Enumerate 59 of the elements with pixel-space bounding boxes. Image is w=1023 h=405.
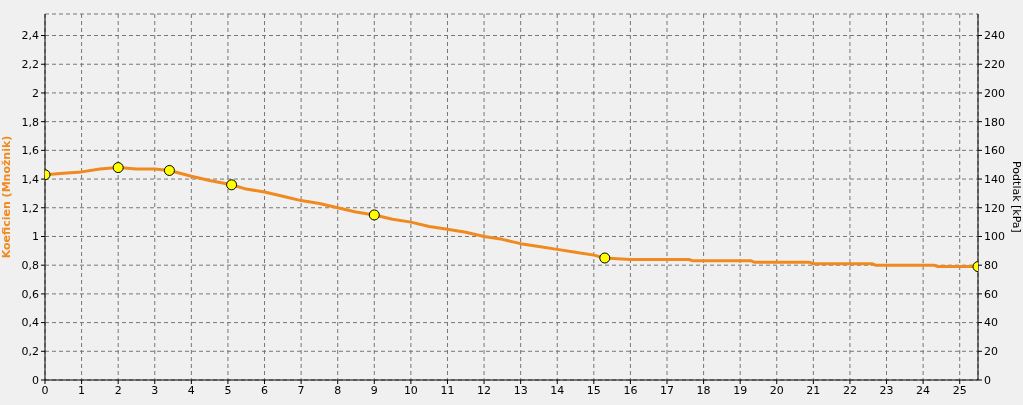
x-tick-label: 22 — [842, 383, 857, 397]
x-tick-label: 15 — [586, 383, 601, 397]
x-tick-label: 10 — [403, 383, 418, 397]
x-tick-label: 7 — [297, 383, 305, 397]
y2-axis-title: Podtlak [kPa] — [1010, 161, 1023, 233]
y2-tick-label: 60 — [984, 287, 998, 301]
x-tick-label: 14 — [550, 383, 565, 397]
y-tick-label: 2,2 — [21, 58, 39, 72]
x-tick-label: 24 — [916, 383, 931, 397]
y-tick-label: 1,4 — [21, 172, 39, 186]
point — [599, 252, 611, 264]
x-tick-label: 4 — [187, 383, 195, 397]
y-tick-label: 2 — [32, 86, 39, 100]
y2-tick-label: 160 — [984, 144, 1005, 158]
y-tick-label: 0,4 — [21, 316, 39, 330]
y-tick-label: 2,4 — [21, 29, 39, 43]
y-axis-title: Koeficien (Množnik) — [0, 135, 13, 259]
x-tick-label: 1 — [78, 383, 86, 397]
y-tick-label: 1,8 — [21, 115, 39, 129]
x-tick-label: 8 — [334, 383, 342, 397]
x-tick-label: 11 — [440, 383, 455, 397]
x-tick-label: 20 — [769, 383, 784, 397]
y-tick-label: 0,8 — [21, 259, 39, 273]
y-tick-label: 0 — [32, 373, 39, 387]
x-tick-label: 5 — [224, 383, 232, 397]
point — [368, 209, 380, 221]
x-tick-label: 9 — [370, 383, 378, 397]
x-tick-label: 12 — [477, 383, 492, 397]
x-tick-label: 25 — [952, 383, 967, 397]
x-tick-label: 2 — [114, 383, 122, 397]
x-tick-label: 6 — [261, 383, 269, 397]
y2-tick-label: 180 — [984, 115, 1005, 129]
x-tick-label: 21 — [806, 383, 821, 397]
x-tick-label: 16 — [623, 383, 638, 397]
x-tick-label: 3 — [151, 383, 159, 397]
x-tick-label: 0 — [41, 383, 49, 397]
y2-tick-label: 220 — [984, 58, 1005, 72]
y2-tick-label: 200 — [984, 86, 1005, 100]
x-tick-label: 18 — [696, 383, 711, 397]
y-tick-label: 0,2 — [21, 345, 39, 359]
y2-tick-label: 240 — [984, 29, 1005, 43]
y-tick-label: 1,6 — [21, 144, 39, 158]
y-tick-label: 1 — [32, 230, 39, 244]
x-tick-label: 23 — [879, 383, 894, 397]
y2-tick-label: 140 — [984, 172, 1005, 186]
point — [163, 164, 175, 176]
x-tick-label: 13 — [513, 383, 528, 397]
y-tick-label: 1,2 — [21, 201, 39, 215]
point — [226, 179, 238, 191]
x-tick-label: 19 — [733, 383, 748, 397]
y2-tick-label: 80 — [984, 259, 998, 273]
y-tick-label: 0,6 — [21, 287, 39, 301]
y2-tick-label: 100 — [984, 230, 1005, 244]
point — [112, 162, 124, 174]
y2-tick-label: 120 — [984, 201, 1005, 215]
y2-tick-label: 20 — [984, 345, 998, 359]
x-tick-label: 17 — [660, 383, 674, 397]
y2-tick-label: 40 — [984, 316, 998, 330]
y2-tick-label: 0 — [984, 373, 991, 387]
